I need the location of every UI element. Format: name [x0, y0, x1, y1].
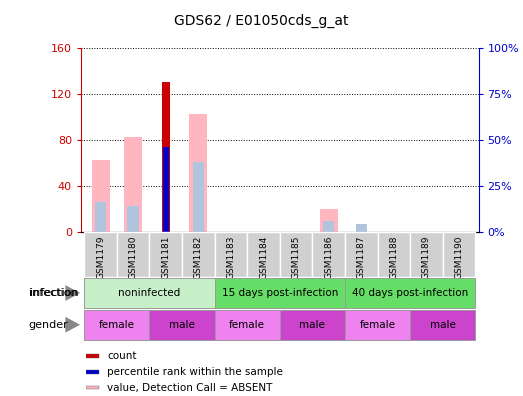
Bar [247, 232, 280, 277]
Text: GSM1182: GSM1182 [194, 235, 203, 279]
Bar [86, 354, 99, 358]
Bar [84, 232, 117, 277]
Polygon shape [65, 317, 80, 333]
Text: female: female [99, 320, 135, 330]
Bar [312, 232, 345, 277]
Text: GSM1184: GSM1184 [259, 235, 268, 279]
Text: gender: gender [29, 320, 69, 330]
Text: infection: infection [29, 288, 77, 298]
Text: GSM1179: GSM1179 [96, 235, 105, 279]
Bar [192, 162, 204, 232]
Bar [320, 209, 338, 232]
Text: percentile rank within the sample: percentile rank within the sample [107, 367, 283, 377]
Text: noninfected: noninfected [118, 288, 180, 298]
Text: female: female [359, 320, 395, 330]
Text: GDS62 / E01050cds_g_at: GDS62 / E01050cds_g_at [174, 14, 349, 28]
Text: GSM1180: GSM1180 [129, 235, 138, 279]
Polygon shape [65, 285, 80, 301]
Text: male: male [169, 320, 195, 330]
Bar [84, 278, 214, 308]
Text: GSM1187: GSM1187 [357, 235, 366, 279]
Bar [345, 232, 378, 277]
Bar [128, 206, 139, 232]
Bar [378, 232, 410, 277]
Bar [117, 232, 150, 277]
Bar [124, 137, 142, 232]
Bar [345, 278, 475, 308]
Text: GSM1185: GSM1185 [292, 235, 301, 279]
Text: male: male [300, 320, 325, 330]
Bar [163, 147, 169, 232]
Bar [280, 232, 312, 277]
Text: 40 days post-infection: 40 days post-infection [352, 288, 468, 298]
Bar [86, 386, 99, 389]
Text: female: female [229, 320, 265, 330]
Text: value, Detection Call = ABSENT: value, Detection Call = ABSENT [107, 383, 272, 393]
Bar [280, 310, 345, 340]
Bar [345, 310, 410, 340]
Bar [214, 232, 247, 277]
Bar [356, 224, 367, 232]
Bar [214, 278, 345, 308]
Text: GSM1181: GSM1181 [161, 235, 170, 279]
Bar [410, 310, 475, 340]
Bar [162, 82, 170, 232]
Bar [182, 232, 214, 277]
Bar [150, 310, 214, 340]
Bar [410, 232, 442, 277]
Text: male: male [430, 320, 456, 330]
Bar [84, 310, 150, 340]
Bar [95, 202, 106, 232]
Bar [92, 160, 110, 232]
Bar [150, 232, 182, 277]
Text: GSM1188: GSM1188 [389, 235, 399, 279]
Text: infection: infection [30, 288, 78, 298]
Text: 15 days post-infection: 15 days post-infection [222, 288, 338, 298]
Bar [214, 310, 280, 340]
Text: count: count [107, 351, 137, 361]
Text: GSM1183: GSM1183 [226, 235, 235, 279]
Bar [323, 221, 334, 232]
Text: GSM1189: GSM1189 [422, 235, 431, 279]
Text: GSM1186: GSM1186 [324, 235, 333, 279]
Bar [189, 114, 207, 232]
Text: GSM1190: GSM1190 [454, 235, 463, 279]
Bar [86, 370, 99, 373]
Bar [442, 232, 475, 277]
